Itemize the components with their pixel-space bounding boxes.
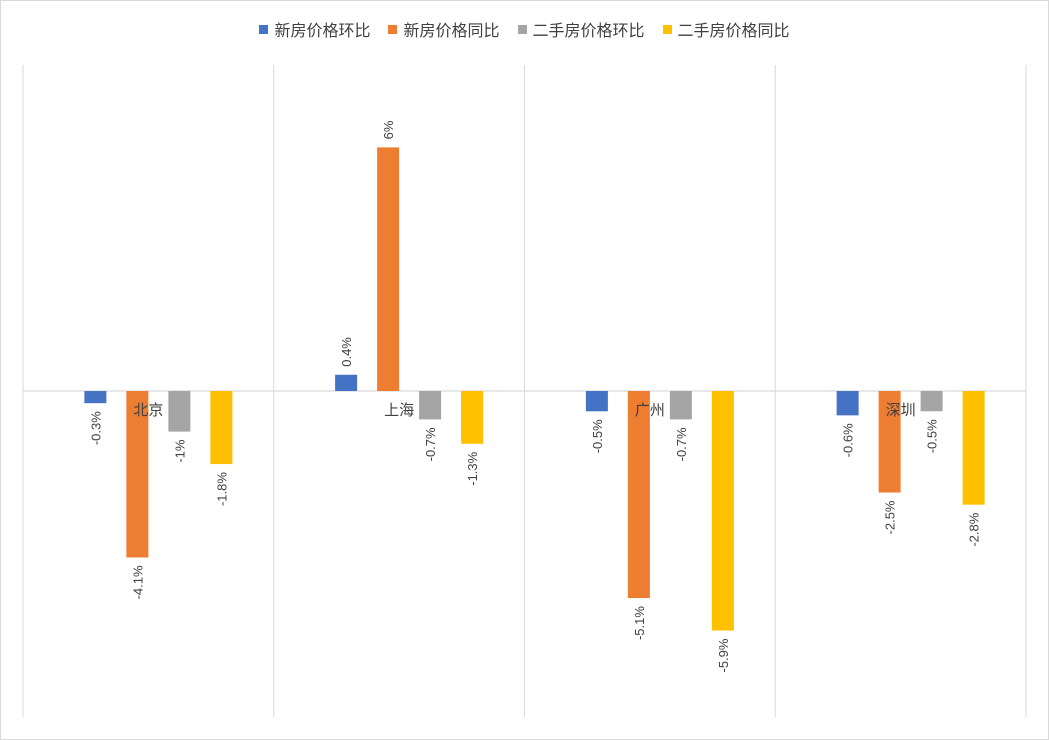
bar [126, 391, 149, 558]
category-label: 深圳 [886, 401, 916, 419]
data-label: -5.9% [716, 638, 731, 672]
bar [836, 391, 859, 416]
legend-label: 新房价格环比 [274, 21, 371, 40]
data-label: -5.1% [632, 606, 647, 640]
category-label: 北京 [133, 401, 163, 419]
bar [335, 374, 358, 391]
data-label: 6% [381, 120, 396, 139]
bar [168, 391, 191, 432]
category-label: 广州 [635, 401, 665, 419]
legend-label: 新房价格同比 [403, 21, 500, 40]
legend: 新房价格环比 新房价格同比 二手房价格环比 二手房价格同比 [1, 17, 1048, 41]
data-label: -1.3% [465, 451, 480, 485]
data-label: -0.5% [925, 419, 940, 453]
legend-swatch [517, 24, 527, 34]
data-label: -0.6% [841, 423, 856, 457]
bar [461, 391, 484, 444]
legend-item: 二手房价格环比 [517, 17, 645, 41]
bar [627, 391, 650, 599]
legend-item: 新房价格同比 [388, 17, 500, 41]
category-label: 上海 [384, 401, 414, 419]
legend-swatch [662, 24, 672, 34]
legend-item: 二手房价格同比 [662, 17, 790, 41]
bar [962, 391, 985, 505]
bar [210, 391, 233, 465]
legend-swatch [259, 24, 269, 34]
bar [878, 391, 901, 493]
bar [920, 391, 943, 412]
data-label: -0.7% [674, 427, 689, 461]
bar [377, 147, 400, 391]
data-label: -2.5% [883, 500, 898, 534]
bar [711, 391, 734, 631]
bar [419, 391, 442, 420]
data-label: -0.5% [590, 419, 605, 453]
data-label: 0.4% [339, 337, 354, 367]
data-label: -4.1% [130, 565, 145, 599]
legend-swatch [388, 24, 398, 34]
data-label: -1% [172, 439, 187, 463]
data-label: -0.7% [423, 427, 438, 461]
legend-label: 二手房价格环比 [532, 21, 645, 40]
data-label: -2.8% [967, 512, 982, 546]
bar [585, 391, 608, 412]
bar [84, 391, 107, 404]
legend-item: 新房价格环比 [259, 17, 370, 41]
data-label: -0.3% [88, 411, 103, 445]
legend-label: 二手房价格同比 [677, 21, 790, 40]
bar [669, 391, 692, 420]
data-label: -1.8% [214, 472, 229, 506]
